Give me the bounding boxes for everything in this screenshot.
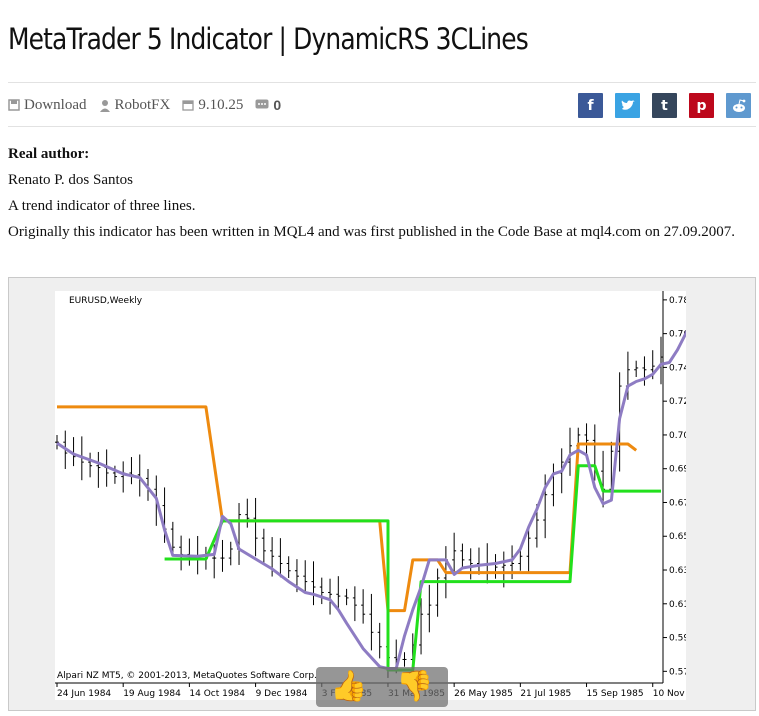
thumbs-down-button[interactable]: 👎 — [396, 669, 434, 704]
reddit-icon — [732, 98, 745, 112]
comments-count: 0 — [273, 97, 282, 113]
facebook-share-button[interactable]: f — [578, 93, 603, 118]
twitter-share-button[interactable] — [615, 93, 640, 118]
reddit-share-button[interactable] — [726, 93, 751, 118]
tumblr-share-button[interactable]: t — [652, 93, 677, 118]
x-tick-label: 21 Jul 1985 — [520, 689, 571, 699]
article-body: Real author: Renato P. dos Santos A tren… — [8, 141, 748, 245]
y-tick-label: 0.59710 — [669, 634, 686, 644]
page-title: MetaTrader 5 Indicator | DynamicRS 3CLin… — [8, 22, 529, 56]
author-heading: Real author: — [8, 146, 90, 162]
y-tick-label: 0.74630 — [669, 363, 686, 373]
date-label: 9.10.25 — [198, 96, 244, 113]
post-date: 9.10.25 — [182, 97, 243, 114]
author-label: RobotFX — [114, 96, 171, 113]
y-tick-label: 0.69035 — [669, 465, 686, 475]
post-meta: Download RobotFX 9.10.25 0 — [8, 95, 293, 115]
download-icon — [8, 99, 20, 111]
description-line-2: Originally this indicator has been writt… — [8, 224, 735, 240]
download-link[interactable]: Download — [8, 97, 87, 114]
y-tick-label: 0.65305 — [669, 532, 686, 542]
x-tick-label: 24 Jun 1984 — [57, 689, 111, 699]
divider-top — [8, 82, 756, 83]
facebook-icon: f — [587, 97, 594, 114]
x-tick-label: 19 Aug 1984 — [123, 689, 181, 699]
description-line-1: A trend indicator of three lines. — [8, 198, 196, 214]
y-tick-label: 0.63440 — [669, 566, 686, 576]
series-middle-line — [56, 329, 686, 670]
screenshot-frame: 0.78360 0.76495 0.74630 0.72765 0.70900 0.690… — [8, 277, 756, 711]
divider-meta — [8, 126, 756, 127]
y-tick-label: 0.72765 — [669, 397, 686, 407]
x-tick-label: 9 Dec 1984 — [256, 689, 308, 699]
y-tick-label: 0.70900 — [669, 431, 686, 441]
vote-bar: 👍 👎 — [316, 667, 448, 707]
x-tick-label: 26 May 1985 — [454, 689, 513, 699]
y-tick-label: 0.78360 — [669, 296, 686, 306]
symbol-label: EURUSD,Weekly — [69, 296, 143, 306]
tumblr-icon: t — [661, 97, 668, 114]
twitter-icon — [621, 99, 635, 110]
pinterest-icon: p — [696, 97, 707, 114]
x-tick-label: 15 Sep 1985 — [587, 689, 644, 699]
y-tick-label: 0.67170 — [669, 498, 686, 508]
x-tick-label: 14 Oct 1984 — [189, 689, 245, 699]
download-label: Download — [24, 96, 87, 113]
indicator-chart: 0.78360 0.76495 0.74630 0.72765 0.70900 0.690… — [55, 291, 686, 700]
copyright-label: Alpari NZ MT5, © 2001-2013, MetaQuotes S… — [57, 671, 317, 681]
chart-svg: 0.78360 0.76495 0.74630 0.72765 0.70900 0.690… — [55, 291, 686, 699]
y-tick-label: 0.76495 — [669, 330, 686, 340]
y-tick-label: 0.57845 — [669, 667, 686, 677]
author-link[interactable]: RobotFX — [99, 96, 171, 114]
user-icon — [99, 99, 110, 112]
share-bar: f t p — [566, 93, 751, 118]
thumbs-up-button[interactable]: 👍 — [330, 669, 368, 704]
comments-link[interactable]: 0 — [255, 97, 281, 113]
y-tick-label: 0.61575 — [669, 600, 686, 610]
author-name: Renato P. dos Santos — [8, 172, 134, 188]
comment-icon — [255, 99, 269, 109]
x-tick-label: 10 Nov 1985 — [653, 689, 686, 699]
calendar-icon — [182, 100, 195, 111]
series-upper-line — [57, 405, 638, 613]
pinterest-share-button[interactable]: p — [689, 93, 714, 118]
